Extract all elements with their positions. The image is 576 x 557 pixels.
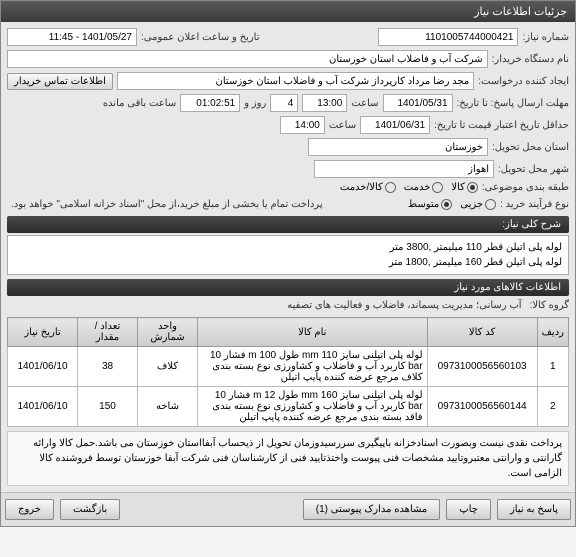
city-field: اهواز <box>314 160 494 178</box>
contact-button[interactable]: اطلاعات تماس خریدار <box>7 73 113 90</box>
summary-head: شرح کلی نیاز: <box>7 216 569 233</box>
table-row: 20973100056560144لوله پلی اتیلنی سایز 16… <box>8 387 569 427</box>
items-table: ردیف کد کالا نام کالا واحد شمارش تعداد /… <box>7 317 569 427</box>
radio-small[interactable]: جزیی <box>460 199 496 210</box>
title: جزئیات اطلاعات نیاز <box>474 6 567 18</box>
window: جزئیات اطلاعات نیاز شماره نیاز: 11010057… <box>0 0 576 527</box>
cell-code: 0973100056560103 <box>427 347 537 387</box>
col-qty: تعداد / مقدار <box>78 318 138 347</box>
col-date: تاریخ نیاز <box>8 318 78 347</box>
cell-date: 1401/06/10 <box>8 347 78 387</box>
time-left: 01:02:51 <box>180 94 240 112</box>
summary-line-2: لوله پلی اتیلن قطر 160 میلیمتر ,1800 متر <box>14 255 562 270</box>
need-no-field: 1101005744000421 <box>378 28 518 46</box>
items-head: اطلاعات کالاهای مورد نیاز <box>7 279 569 296</box>
payment-note: پرداخت تمام یا بخشی از مبلغ خرید،از محل … <box>7 197 327 212</box>
days-left: 4 <box>270 94 298 112</box>
docs-button[interactable]: مشاهده مدارک پیوستی (1) <box>303 499 441 520</box>
radio-both[interactable]: کالا/خدمت <box>340 182 396 193</box>
announce-label: تاریخ و ساعت اعلان عمومی: <box>141 32 260 43</box>
province-field: خوزستان <box>308 138 488 156</box>
deadline-time: 13:00 <box>302 94 347 112</box>
radio-medium[interactable]: متوسط <box>408 199 452 210</box>
exit-button[interactable]: خروج <box>5 499 54 520</box>
radio-goods-label: کالا <box>451 182 465 193</box>
hour-label-2: ساعت <box>329 120 356 131</box>
process-label: نوع فرآیند خرید : <box>500 199 569 210</box>
radio-dot-icon <box>432 182 443 193</box>
respond-button[interactable]: پاسخ به نیاز <box>497 499 571 520</box>
cell-qty: 38 <box>78 347 138 387</box>
radio-goods[interactable]: کالا <box>451 182 478 193</box>
radio-dot-icon <box>385 182 396 193</box>
valid-time: 14:00 <box>280 116 325 134</box>
summary-line-1: لوله پلی اتیلن قطر 110 میلیمتر ,3800 متر <box>14 240 562 255</box>
radio-both-label: کالا/خدمت <box>340 182 383 193</box>
footer-note: پرداخت نقدی نیست وبصورت اسنادخزانه باپیگ… <box>7 431 569 486</box>
print-button[interactable]: چاپ <box>446 499 491 520</box>
category-label: طبقه بندی موضوعی: <box>482 182 569 193</box>
cell-unit: شاخه <box>138 387 198 427</box>
cell-date: 1401/06/10 <box>8 387 78 427</box>
col-unit: واحد شمارش <box>138 318 198 347</box>
radio-service[interactable]: خدمت <box>404 182 444 193</box>
cell-n: 1 <box>537 347 568 387</box>
need-no-label: شماره نیاز: <box>522 32 569 43</box>
radio-small-label: جزیی <box>460 199 483 210</box>
cell-name: لوله پلی اتیلنی سایز 110 mm طول 100 m فش… <box>198 347 428 387</box>
content: شماره نیاز: 1101005744000421 تاریخ و ساع… <box>1 22 575 492</box>
cell-unit: کلاف <box>138 347 198 387</box>
button-bar: پاسخ به نیاز چاپ مشاهده مدارک پیوستی (1)… <box>1 492 575 526</box>
province-label: استان محل تحویل: <box>492 142 569 153</box>
days-left-label: روز و <box>244 98 266 109</box>
group-value: آب رسانی؛ مدیریت پسماند، فاضلاب و فعالیت… <box>7 298 526 313</box>
remaining-label: ساعت باقی مانده <box>103 98 176 109</box>
col-code: کد کالا <box>427 318 537 347</box>
org-label: نام دستگاه خریدار: <box>492 54 569 65</box>
radio-medium-label: متوسط <box>408 199 439 210</box>
cell-n: 2 <box>537 387 568 427</box>
org-field: شرکت آب و فاضلاب استان خوزستان <box>7 50 488 68</box>
city-label: شهر محل تحویل: <box>498 164 569 175</box>
back-button[interactable]: بازگشت <box>60 499 120 520</box>
deadline-date: 1401/05/31 <box>383 94 453 112</box>
col-row: ردیف <box>537 318 568 347</box>
hour-label-1: ساعت <box>351 98 378 109</box>
group-label: گروه کالا: <box>530 300 569 311</box>
col-name: نام کالا <box>198 318 428 347</box>
creator-label: ایجاد کننده درخواست: <box>478 76 569 87</box>
creator-field: مجد رضا مرداد کارپرداز شرکت آب و فاضلاب … <box>117 72 474 90</box>
deadline-label: مهلت ارسال پاسخ: تا تاریخ: <box>457 98 569 109</box>
titlebar: جزئیات اطلاعات نیاز <box>1 1 575 22</box>
table-row: 10973100056560103لوله پلی اتیلنی سایز 11… <box>8 347 569 387</box>
process-group: جزیی متوسط <box>408 199 496 210</box>
radio-dot-icon <box>467 182 478 193</box>
category-group: کالا خدمت کالا/خدمت <box>340 182 478 193</box>
valid-label: حداقل تاریخ اعتبار قیمت تا تاریخ: <box>434 120 569 131</box>
announce-field: 1401/05/27 - 11:45 <box>7 28 137 46</box>
radio-service-label: خدمت <box>404 182 431 193</box>
cell-name: لوله پلی اتیلنی سایز 160 mm طول 12 m فشا… <box>198 387 428 427</box>
summary-box: لوله پلی اتیلن قطر 110 میلیمتر ,3800 متر… <box>7 235 569 275</box>
cell-code: 0973100056560144 <box>427 387 537 427</box>
radio-dot-icon <box>485 199 496 210</box>
valid-date: 1401/06/31 <box>360 116 430 134</box>
radio-dot-icon <box>441 199 452 210</box>
cell-qty: 150 <box>78 387 138 427</box>
